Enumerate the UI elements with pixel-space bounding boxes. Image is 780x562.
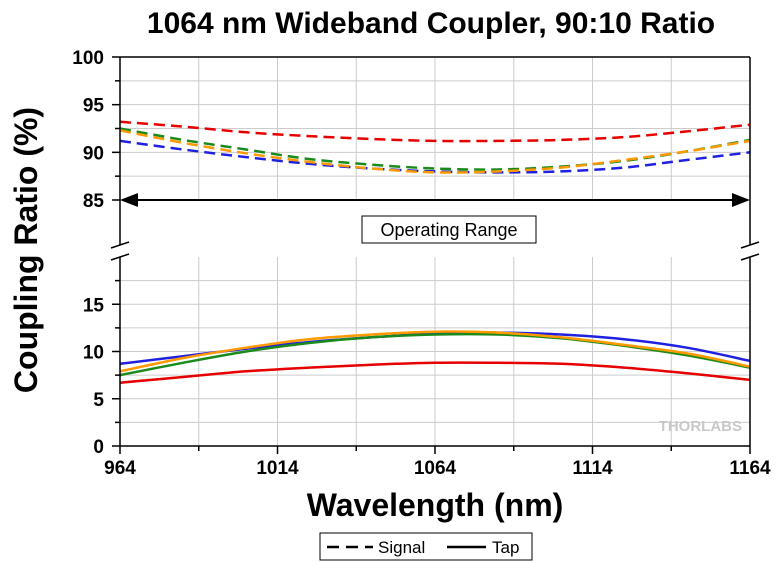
- tap-series-line-6: [119, 332, 751, 377]
- lower-y-tick-label: 15: [83, 295, 105, 316]
- upper-y-tick-label: 100: [72, 48, 104, 69]
- grid: [119, 56, 751, 447]
- lower-y-tick-label: 5: [93, 390, 104, 411]
- tick-labels: 964 1014 1064 1114 1164 85 90 95 100 0 5 10 15: [72, 48, 771, 479]
- x-tick-label: 1064: [414, 458, 457, 479]
- signal-series-line-3: [119, 129, 751, 174]
- operating-range-box: [361, 215, 537, 244]
- upper-y-tick-label: 90: [83, 143, 104, 164]
- x-tick-label: 1014: [256, 458, 299, 479]
- axis-break-mark: [110, 253, 130, 261]
- legend-label-tap: Tap: [492, 538, 519, 557]
- lower-y-tick-label: 10: [83, 343, 104, 364]
- tap-series-line-4: [119, 361, 751, 384]
- arrow-right-head: [732, 193, 750, 207]
- operating-range-annotation: Operating Range: [120, 193, 750, 244]
- axis-break-mark: [110, 241, 130, 249]
- axes: [110, 56, 760, 454]
- legend-label-signal: Signal: [378, 538, 425, 557]
- chart-title: 1064 nm Wideband Coupler, 90:10 Ratio: [147, 7, 715, 40]
- signal-series-line-1: [119, 139, 751, 174]
- lower-y-tick-label: 0: [93, 437, 104, 458]
- operating-range-label: Operating Range: [380, 220, 517, 240]
- axis-break-mark: [740, 253, 760, 261]
- thorlabs-watermark: THORLABS: [659, 418, 742, 435]
- x-tick-label: 964: [104, 458, 136, 479]
- signal-series-line-0: [119, 120, 751, 143]
- legend: Signal Tap: [319, 532, 533, 561]
- tap-series-line-7: [119, 330, 751, 373]
- axis-break-mark: [740, 241, 760, 249]
- x-axis-title: Wavelength (nm): [307, 487, 564, 523]
- y-axis-title: Coupling Ratio (%): [8, 107, 44, 393]
- series-group: [119, 120, 751, 384]
- x-tick-label: 1164: [729, 458, 771, 479]
- upper-y-tick-label: 95: [83, 96, 105, 117]
- x-tick-label: 1114: [572, 458, 613, 479]
- arrow-left-head: [120, 193, 138, 207]
- upper-y-tick-label: 85: [83, 191, 105, 212]
